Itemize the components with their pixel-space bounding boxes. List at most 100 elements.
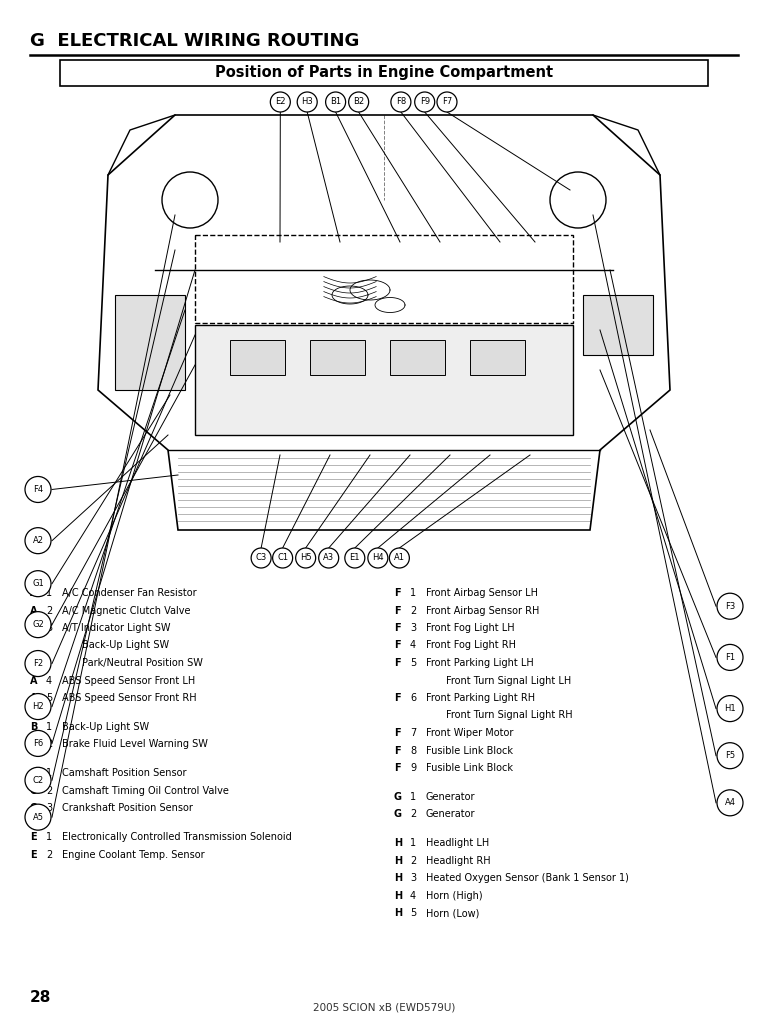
Text: 2: 2 bbox=[46, 785, 52, 796]
Text: 2: 2 bbox=[46, 739, 52, 750]
Text: Engine Coolant Temp. Sensor: Engine Coolant Temp. Sensor bbox=[62, 850, 204, 859]
Text: G: G bbox=[394, 809, 402, 819]
Text: F6: F6 bbox=[33, 739, 43, 748]
Text: 1: 1 bbox=[410, 588, 416, 598]
Text: Front Fog Light RH: Front Fog Light RH bbox=[426, 640, 516, 650]
Text: G: G bbox=[394, 792, 402, 802]
Text: A3: A3 bbox=[323, 554, 334, 562]
Text: B1: B1 bbox=[330, 97, 341, 106]
Text: A: A bbox=[30, 588, 38, 598]
Text: Electronically Controlled Transmission Solenoid: Electronically Controlled Transmission S… bbox=[62, 833, 292, 842]
Text: H2: H2 bbox=[32, 702, 44, 711]
Text: 1: 1 bbox=[46, 833, 52, 842]
Text: Front Parking Light RH: Front Parking Light RH bbox=[426, 693, 535, 703]
Text: Front Turn Signal Light LH: Front Turn Signal Light LH bbox=[446, 676, 571, 685]
Text: 5: 5 bbox=[410, 908, 416, 919]
Circle shape bbox=[326, 92, 346, 112]
Text: A/C Condenser Fan Resistor: A/C Condenser Fan Resistor bbox=[62, 588, 197, 598]
Text: F5: F5 bbox=[725, 752, 735, 760]
Text: Position of Parts in Engine Compartment: Position of Parts in Engine Compartment bbox=[215, 66, 553, 81]
Circle shape bbox=[296, 548, 316, 568]
Text: 2: 2 bbox=[46, 850, 52, 859]
Text: 6: 6 bbox=[410, 693, 416, 703]
Text: F7: F7 bbox=[442, 97, 452, 106]
Text: C3: C3 bbox=[256, 554, 266, 562]
Text: 4: 4 bbox=[410, 891, 416, 901]
Circle shape bbox=[25, 693, 51, 720]
Text: C: C bbox=[30, 785, 38, 796]
Text: C: C bbox=[30, 768, 38, 778]
Circle shape bbox=[368, 548, 388, 568]
Text: C2: C2 bbox=[32, 776, 44, 784]
Text: Generator: Generator bbox=[426, 792, 475, 802]
Text: E: E bbox=[30, 833, 37, 842]
Circle shape bbox=[391, 92, 411, 112]
Text: A/T Indicator Light SW: A/T Indicator Light SW bbox=[62, 623, 170, 633]
Text: C: C bbox=[30, 803, 38, 813]
Circle shape bbox=[717, 593, 743, 620]
Text: Front Turn Signal Light RH: Front Turn Signal Light RH bbox=[446, 711, 573, 721]
Text: Camshaft Timing Oil Control Valve: Camshaft Timing Oil Control Valve bbox=[62, 785, 229, 796]
Circle shape bbox=[25, 570, 51, 597]
Text: H: H bbox=[394, 908, 402, 919]
Text: ABS Speed Sensor Front RH: ABS Speed Sensor Front RH bbox=[62, 693, 197, 703]
FancyBboxPatch shape bbox=[583, 295, 653, 355]
FancyBboxPatch shape bbox=[60, 60, 708, 86]
Text: H5: H5 bbox=[300, 554, 312, 562]
Text: A: A bbox=[30, 623, 38, 633]
Circle shape bbox=[349, 92, 369, 112]
Text: F: F bbox=[394, 640, 401, 650]
Text: ABS Speed Sensor Front LH: ABS Speed Sensor Front LH bbox=[62, 676, 195, 685]
Text: Camshaft Position Sensor: Camshaft Position Sensor bbox=[62, 768, 187, 778]
Text: Headlight RH: Headlight RH bbox=[426, 856, 491, 865]
Text: G1: G1 bbox=[32, 580, 44, 588]
Circle shape bbox=[270, 92, 290, 112]
Text: Back-Up Light SW: Back-Up Light SW bbox=[62, 722, 149, 732]
Text: B: B bbox=[30, 722, 38, 732]
Text: A1: A1 bbox=[394, 554, 405, 562]
Text: 2: 2 bbox=[410, 809, 416, 819]
Text: 1: 1 bbox=[46, 768, 52, 778]
Text: F: F bbox=[394, 658, 401, 668]
Text: 3: 3 bbox=[410, 873, 416, 884]
Circle shape bbox=[345, 548, 365, 568]
Text: 3: 3 bbox=[410, 623, 416, 633]
Text: 9: 9 bbox=[410, 763, 416, 773]
Text: H3: H3 bbox=[301, 97, 313, 106]
Text: F: F bbox=[394, 693, 401, 703]
Text: 3: 3 bbox=[46, 623, 52, 633]
Text: G  ELECTRICAL WIRING ROUTING: G ELECTRICAL WIRING ROUTING bbox=[30, 32, 359, 50]
Circle shape bbox=[273, 548, 293, 568]
Text: 4: 4 bbox=[410, 640, 416, 650]
Circle shape bbox=[25, 804, 51, 830]
Text: F3: F3 bbox=[725, 602, 735, 610]
Circle shape bbox=[415, 92, 435, 112]
Text: 2005 SCION xB (EWD579U): 2005 SCION xB (EWD579U) bbox=[313, 1002, 455, 1012]
Text: Front Airbag Sensor LH: Front Airbag Sensor LH bbox=[426, 588, 538, 598]
Text: A: A bbox=[30, 676, 38, 685]
Text: Park/Neutral Position SW: Park/Neutral Position SW bbox=[82, 658, 203, 668]
Text: Back-Up Light SW: Back-Up Light SW bbox=[82, 640, 169, 650]
Text: 8: 8 bbox=[410, 745, 416, 756]
Text: H: H bbox=[394, 839, 402, 848]
Text: 5: 5 bbox=[410, 658, 416, 668]
Text: H: H bbox=[394, 856, 402, 865]
Text: 2: 2 bbox=[410, 856, 416, 865]
Text: 1: 1 bbox=[410, 839, 416, 848]
Text: 2: 2 bbox=[46, 605, 52, 615]
Text: E2: E2 bbox=[275, 97, 286, 106]
Text: 1: 1 bbox=[46, 722, 52, 732]
Text: F: F bbox=[394, 763, 401, 773]
Text: Fusible Link Block: Fusible Link Block bbox=[426, 763, 513, 773]
Text: F8: F8 bbox=[396, 97, 406, 106]
Circle shape bbox=[25, 476, 51, 503]
Text: A: A bbox=[30, 605, 38, 615]
Circle shape bbox=[25, 650, 51, 677]
Circle shape bbox=[437, 92, 457, 112]
Text: F: F bbox=[394, 728, 401, 738]
Text: Crankshaft Position Sensor: Crankshaft Position Sensor bbox=[62, 803, 193, 813]
Text: 1: 1 bbox=[46, 588, 52, 598]
FancyBboxPatch shape bbox=[195, 325, 573, 435]
Text: Front Fog Light LH: Front Fog Light LH bbox=[426, 623, 515, 633]
Text: Brake Fluid Level Warning SW: Brake Fluid Level Warning SW bbox=[62, 739, 208, 750]
